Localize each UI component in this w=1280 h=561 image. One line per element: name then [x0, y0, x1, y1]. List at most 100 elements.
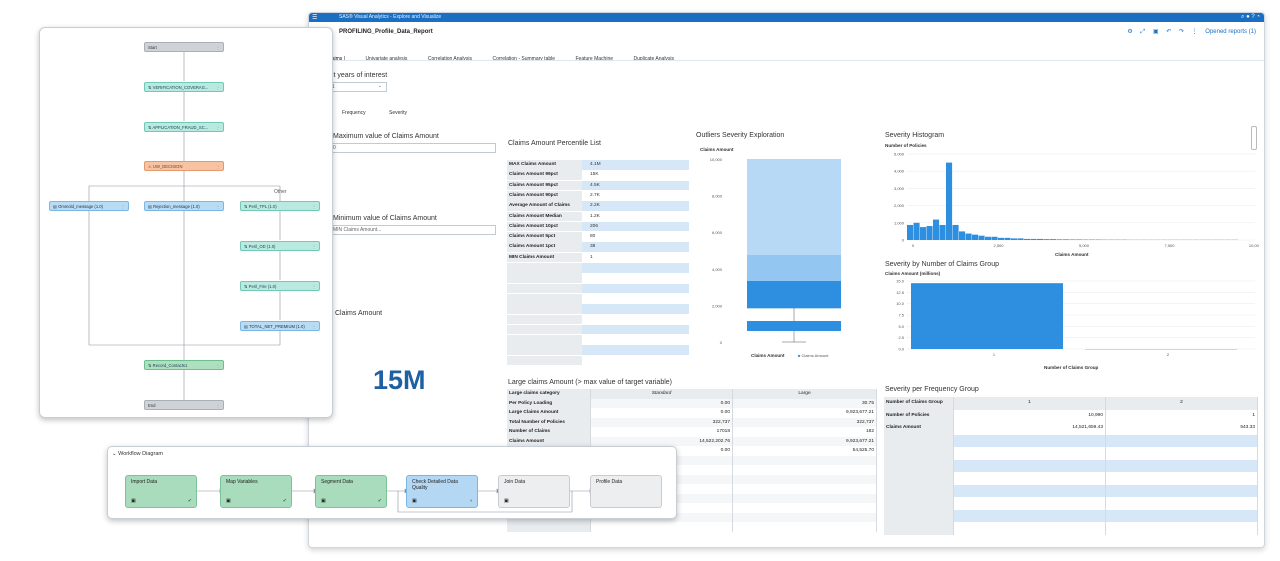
- workflow-step[interactable]: Profile Data: [590, 475, 662, 508]
- process-node[interactable]: ▤ Rejection_message (1.0) ⋮: [144, 201, 224, 211]
- frequency-button[interactable]: Frequency: [342, 110, 366, 116]
- table-cell: Total Number of Policies: [507, 417, 591, 428]
- process-node[interactable]: End ⋮: [144, 400, 224, 410]
- group-xtick: 1: [993, 352, 996, 357]
- list-item[interactable]: [507, 345, 689, 356]
- workflow-step[interactable]: Map Variables ▣ ✔: [220, 475, 292, 508]
- list-item[interactable]: [507, 263, 689, 273]
- tab-duplicate-analysis[interactable]: Duplicate Analysis: [633, 56, 675, 62]
- tab-correlation-summary[interactable]: Correlation - Summary table: [492, 56, 556, 62]
- list-item[interactable]: Claims Amount 99pct 15K: [507, 170, 689, 180]
- table-row[interactable]: [884, 447, 1258, 460]
- histogram-bar: [978, 235, 985, 240]
- histogram-title: Severity Histogram: [885, 132, 945, 139]
- list-item[interactable]: [507, 293, 689, 304]
- table-row[interactable]: [884, 522, 1258, 535]
- percentile-value: 2.2K: [582, 201, 689, 211]
- process-node[interactable]: ▤ Ommold_message (1.0) ⋮: [49, 201, 129, 211]
- tab-claims[interactable]: Claims |: [327, 56, 345, 62]
- table-row[interactable]: Number of Claims 17018 182: [507, 427, 877, 437]
- user-icons[interactable]: ⌕ ● ? ◔: [1241, 14, 1260, 20]
- list-item[interactable]: [507, 304, 689, 314]
- process-node[interactable]: Start ⋮: [144, 42, 224, 52]
- workflow-step[interactable]: Join Data ▣: [498, 475, 570, 508]
- tab-univariate[interactable]: Univariate analysis: [365, 56, 408, 62]
- table-row[interactable]: [884, 472, 1258, 485]
- workflow-step[interactable]: Segment Data ▣ ✔: [315, 475, 387, 508]
- process-node[interactable]: ⇅ VERIFICATION_COVERAG... ⋮: [144, 82, 224, 92]
- workflow-step[interactable]: Check Detailed Data Quality ▣ ◐: [406, 475, 478, 508]
- node-menu-icon: ⋮: [216, 164, 220, 169]
- table-cell: 0.00: [591, 398, 733, 409]
- table-row[interactable]: [884, 434, 1258, 447]
- list-item[interactable]: [507, 314, 689, 325]
- table-cell: 10,990: [954, 409, 1106, 422]
- histogram-xtick: 0: [912, 243, 915, 248]
- table-row[interactable]: Number of Policies 10,990 1: [884, 409, 1258, 422]
- list-item[interactable]: [507, 324, 689, 335]
- list-item[interactable]: MIN Claims Amount 1: [507, 252, 689, 263]
- list-item[interactable]: Claims Amount 1pct 38: [507, 242, 689, 253]
- percentile-label: Claims Amount 99pct: [507, 170, 582, 180]
- node-menu-icon: ⋮: [216, 204, 220, 209]
- table-row[interactable]: Total Number of Policies 322,737 322,737: [507, 417, 877, 428]
- process-node[interactable]: ⇅ Peril_OD (1.0) ⋮: [240, 241, 320, 251]
- histogram-bar: [933, 219, 940, 240]
- undo-icon[interactable]: ↶: [1166, 29, 1172, 35]
- save-icon[interactable]: ▣: [1152, 29, 1159, 35]
- workflow-header[interactable]: ⌄ Workflow Diagram: [112, 451, 163, 457]
- histogram-bar: [965, 233, 972, 240]
- process-node[interactable]: ⇅ Record_Contacts1 ⋮: [144, 360, 224, 370]
- tab-feature-machine[interactable]: Feature Machine: [575, 56, 614, 62]
- list-item[interactable]: Claims Amount Median 1.2K: [507, 211, 689, 222]
- tab-correlation[interactable]: Correlation Analysis: [427, 56, 473, 62]
- histogram-xtick: 10,000: [1249, 243, 1259, 248]
- min-input[interactable]: MIN Claims Amount...: [330, 225, 496, 235]
- redo-icon[interactable]: ↷: [1178, 29, 1184, 35]
- severity-button[interactable]: Severity: [389, 110, 408, 116]
- process-node[interactable]: ⇅ Peril_TPL (1.0) ⋮: [240, 201, 320, 211]
- list-item[interactable]: Average Amount of Claims 2.2K: [507, 201, 689, 211]
- menu-icon[interactable]: ☰: [312, 15, 318, 21]
- years-dropdown[interactable]: 1 ⌄: [329, 82, 387, 92]
- opened-reports-link[interactable]: Opened reports (1): [1205, 29, 1256, 35]
- table-row[interactable]: Claims Amount 14,521,659.43 543.33: [884, 422, 1258, 435]
- list-item[interactable]: [507, 273, 689, 283]
- outliers-xlabel: Claims Amount: [751, 353, 785, 358]
- max-input[interactable]: 0: [330, 143, 496, 153]
- table-row[interactable]: Per Policy Loading 0.00 30.75: [507, 398, 877, 409]
- table-header[interactable]: Number of Claims Group 1 2: [884, 397, 1258, 410]
- table-header[interactable]: Large claims category Standard Large: [507, 389, 877, 399]
- node-menu-icon: ⋮: [216, 45, 220, 50]
- column-header: Large claims category: [507, 389, 591, 399]
- workflow-step[interactable]: Import Data ▣ ✔: [125, 475, 197, 508]
- table-row[interactable]: [884, 484, 1258, 497]
- table-row[interactable]: Large Claims Amount 0.00 9,923,677.21: [507, 408, 877, 418]
- table-row[interactable]: [884, 509, 1258, 522]
- list-item[interactable]: [507, 355, 689, 366]
- more-icon[interactable]: ⋮: [1191, 29, 1198, 35]
- list-item[interactable]: Claims Amount 90pct 2.7K: [507, 190, 689, 201]
- share-icon[interactable]: ⚙: [1127, 29, 1133, 35]
- claims-amount-kpi-label: Claims Amount: [335, 310, 383, 317]
- list-item[interactable]: Claims Amount 5pct 80: [507, 232, 689, 242]
- list-item[interactable]: MAX Claims Amount 4.1M: [507, 160, 689, 170]
- panel-scrollbar[interactable]: [1251, 126, 1257, 150]
- workflow-diagram: ⌄ Workflow Diagram Import Data ▣ ✔ Map Vari…: [107, 446, 677, 519]
- table-row[interactable]: Claims Amount 14,522,202.76 9,923,677.21: [507, 436, 877, 447]
- expand-icon[interactable]: ⤢: [1140, 29, 1146, 35]
- list-item[interactable]: [507, 283, 689, 294]
- process-node[interactable]: ⚠ UW_DECISION ⋮: [144, 161, 224, 171]
- list-item[interactable]: [507, 335, 689, 345]
- list-item[interactable]: Claims Amount 10pct 206: [507, 221, 689, 232]
- list-item[interactable]: Claims Amount 95pct 4.5K: [507, 180, 689, 191]
- percentile-label: Claims Amount 95pct: [507, 180, 582, 191]
- table-row[interactable]: [507, 522, 877, 532]
- max-label: Maximum value of Claims Amount: [333, 133, 439, 140]
- table-row[interactable]: [884, 459, 1258, 472]
- table-row[interactable]: [884, 497, 1258, 510]
- process-node[interactable]: ⇅ Peril_Fire (1.0) ⋮: [240, 281, 320, 291]
- process-node[interactable]: ⇅ APPLICATION_FRAUD_SC... ⋮: [144, 122, 224, 132]
- table-cell: 1: [1106, 409, 1258, 422]
- process-node[interactable]: ▤ TOTAL_NET_PREMIUM (1.0) ⋮: [240, 321, 320, 331]
